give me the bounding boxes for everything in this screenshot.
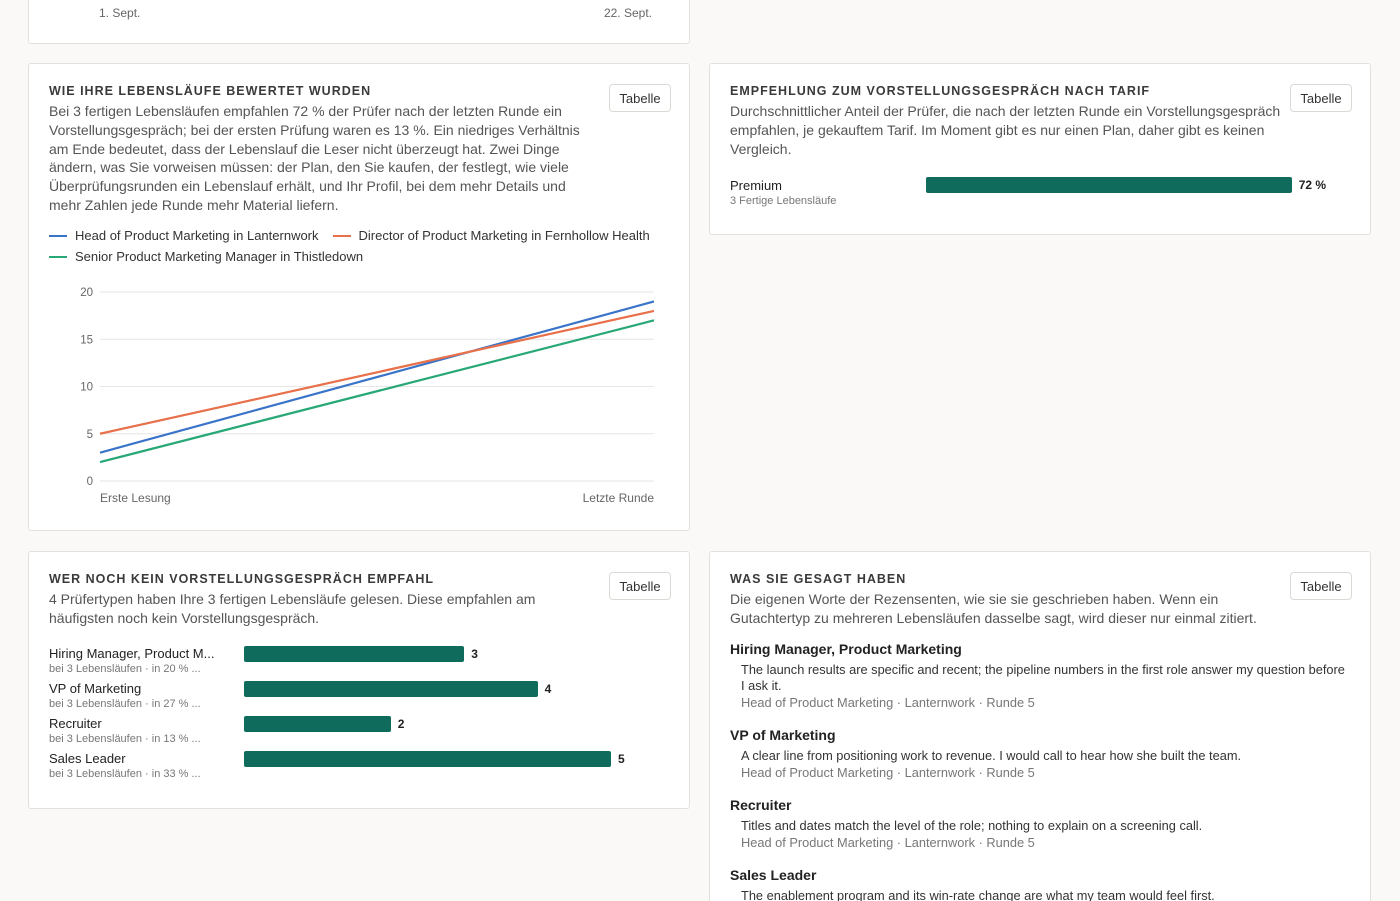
reviewer-sub: bei 3 Lebensläufen · in 27 % ... (49, 698, 201, 710)
reviewer-bar (244, 751, 611, 767)
no-interview-card: WER NOCH KEIN VORSTELLUNGSGESPRÄCH EMPFA… (28, 551, 690, 809)
reviewer-bar (244, 716, 391, 732)
line-chart: 0 5 10 15 20 Erste Lesung Letzte Runde (80, 287, 655, 505)
legend-row: Head of Product Marketing in Lanternwork… (49, 225, 679, 246)
plan-bar (926, 177, 1292, 193)
quote-role: Sales Leader (730, 867, 817, 883)
reviewer-value: 4 (544, 682, 552, 696)
card-title: WAS SIE GESAGT HABEN (730, 572, 907, 586)
quote-role: Recruiter (730, 797, 792, 813)
reviewer-label: Recruiter (49, 716, 102, 731)
legend-item: Head of Product Marketing in Lanternwork (49, 228, 319, 243)
legend-swatch (49, 234, 67, 237)
card-title: WIE IHRE LEBENSLÄUFE BEWERTET WURDEN (49, 84, 372, 98)
timeline-card: 1. Sept. 22. Sept. (28, 0, 690, 44)
card-description: Bei 3 fertigen Lebensläufen empfahlen 72… (49, 103, 580, 213)
card-description: Die eigenen Worte der Rezensenten, wie s… (730, 591, 1257, 626)
quote-block: VP of Marketing A clear line from positio… (730, 727, 1350, 781)
x-tick-label: Letzte Runde (583, 491, 655, 505)
reviewer-bars: Hiring Manager, Product M... bei 3 Lebens… (29, 644, 689, 794)
quote-text: The launch results are specific and rece… (741, 662, 1345, 693)
legend-item: Senior Product Marketing Manager in This… (49, 249, 363, 264)
quote-role: VP of Marketing (730, 727, 836, 743)
reviewer-value: 5 (618, 752, 625, 766)
quote-text: The enablement program and its win-rate … (741, 888, 1215, 901)
reviewer-label: VP of Marketing (49, 681, 142, 696)
reviewer-bar (244, 646, 465, 662)
card-title: WER NOCH KEIN VORSTELLUNGSGESPRÄCH EMPFA… (49, 572, 435, 586)
legend-row: Senior Product Marketing Manager in This… (49, 246, 679, 267)
plan-value: 72 % (1298, 178, 1327, 192)
legend-item: Director of Product Marketing in Fernhol… (332, 228, 650, 243)
reviewer-value: 3 (471, 647, 478, 661)
quotes-card: WAS SIE GESAGT HABEN Tabelle Die eigenen… (709, 551, 1371, 901)
x-tick-label: Erste Lesung (100, 491, 171, 505)
y-tick-label: 10 (80, 382, 93, 394)
reviewer-value: 2 (397, 717, 405, 731)
legend-swatch (49, 255, 67, 258)
quote-text: A clear line from positioning work to re… (741, 748, 1242, 763)
series-line (99, 309, 655, 435)
legend-label: Senior Product Marketing Manager in This… (75, 249, 364, 264)
card-title: EMPFEHLUNG ZUM VORSTELLUNGSGESPRÄCH NACH… (730, 84, 1151, 98)
card-description: Durchschnittlicher Anteil der Prüfer, di… (730, 103, 1281, 157)
table-button[interactable]: Tabelle (609, 572, 671, 600)
plan-sub: 3 Fertige Lebensläufe (730, 195, 837, 207)
reviewer-label: Hiring Manager, Product M... (49, 646, 215, 661)
table-button[interactable]: Tabelle (609, 84, 671, 112)
y-tick-label: 5 (87, 429, 93, 441)
x-label-start: 1. Sept. (99, 6, 141, 20)
x-label-end: 22. Sept. (603, 6, 652, 20)
legend-label: Director of Product Marketing in Fernhol… (358, 228, 650, 243)
quote-role: Hiring Manager, Product Marketing (730, 641, 962, 657)
card-description: 4 Prüfertypen haben Ihre 3 fertigen Lebe… (49, 591, 536, 626)
legend-label: Head of Product Marketing in Lanternwork (75, 228, 319, 243)
quote-block: Sales Leader The enablement program and i… (730, 867, 1350, 901)
table-button[interactable]: Tabelle (1290, 84, 1352, 112)
tariff-card: EMPFEHLUNG ZUM VORSTELLUNGSGESPRÄCH NACH… (709, 63, 1371, 235)
series-line (99, 319, 655, 464)
y-tick-label: 15 (80, 334, 93, 346)
reviewer-sub: bei 3 Lebensläufen · in 13 % ... (49, 733, 201, 745)
quote-block: Hiring Manager, Product Marketing The lau… (730, 641, 1350, 711)
quote-meta: Head of Product Marketing · Lanternwork … (741, 765, 1035, 780)
y-tick-label: 0 (87, 476, 93, 488)
chart-legend: Head of Product Marketing in Lanternwork… (49, 225, 679, 267)
reviewer-sub: bei 3 Lebensläufen · in 33 % ... (49, 768, 201, 780)
reviewer-bar (244, 681, 538, 697)
quote-meta: Head of Product Marketing · Lanternwork … (741, 835, 1035, 850)
legend-swatch (332, 234, 351, 237)
table-button[interactable]: Tabelle (1290, 572, 1352, 600)
plan-name: Premium (730, 178, 783, 193)
quote-meta: Head of Product Marketing · Lanternwork … (741, 695, 1035, 710)
quote-text: Titles and dates match the level of the … (741, 818, 1203, 833)
reviewer-sub: bei 3 Lebensläufen · in 20 % ... (49, 663, 201, 675)
reviewer-label: Sales Leader (49, 751, 126, 766)
y-tick-label: 20 (80, 287, 93, 299)
series-line (99, 300, 655, 454)
quote-block: Recruiter Titles and dates match the leve… (730, 797, 1350, 851)
rating-card: WIE IHRE LEBENSLÄUFE BEWERTET WURDEN Tab… (28, 63, 690, 531)
